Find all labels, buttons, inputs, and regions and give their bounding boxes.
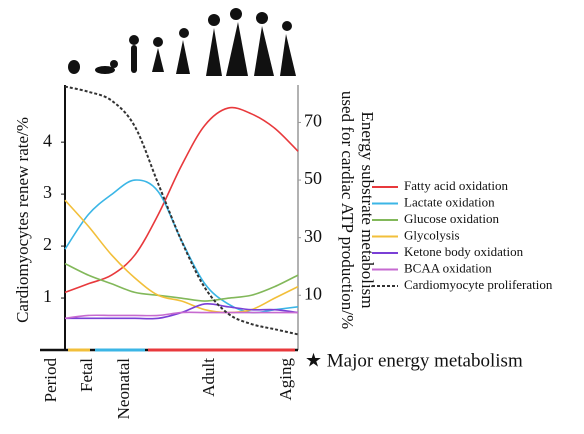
series-line xyxy=(64,311,298,320)
y2-tick-label: 30 xyxy=(304,226,322,246)
series-line xyxy=(64,199,299,314)
legend-label: BCAA oxidation xyxy=(404,260,492,275)
series-line xyxy=(64,262,299,302)
silhouettes xyxy=(68,8,296,76)
period-label: Aging xyxy=(276,358,295,401)
y-tick-label: 1 xyxy=(43,286,52,306)
period-label: Adult xyxy=(199,358,218,397)
legend-label: Ketone body oxidation xyxy=(404,244,524,259)
series-line xyxy=(64,106,299,294)
period-label: Fetal xyxy=(77,358,96,392)
legend-label: Glycolysis xyxy=(404,227,460,242)
series-line xyxy=(64,85,299,336)
period-label: Neonatal xyxy=(114,358,133,420)
y2-tick-label: 70 xyxy=(304,111,322,131)
series-line xyxy=(64,179,299,314)
y-label: Cardiomyocytes renew rate/% xyxy=(13,117,32,323)
annotation: ★ Major energy metabolism xyxy=(305,350,523,371)
legend-label: Lactate oxidation xyxy=(404,194,495,209)
legend-label: Fatty acid oxidation xyxy=(404,178,508,193)
period-label: Period xyxy=(41,358,60,403)
y2-label: Energy substrate metabolism xyxy=(358,111,377,308)
legend-label: Glucose oxidation xyxy=(404,211,499,226)
y2-tick-label: 10 xyxy=(304,283,322,303)
y2-tick-label: 50 xyxy=(304,168,322,188)
y2-label: used for cardiac ATP production/% xyxy=(338,91,357,329)
y-tick-label: 4 xyxy=(43,130,52,150)
legend-label: Cardiomyocyte proliferation xyxy=(404,277,553,292)
y-tick-label: 3 xyxy=(43,182,52,202)
y-tick-label: 2 xyxy=(43,234,52,254)
